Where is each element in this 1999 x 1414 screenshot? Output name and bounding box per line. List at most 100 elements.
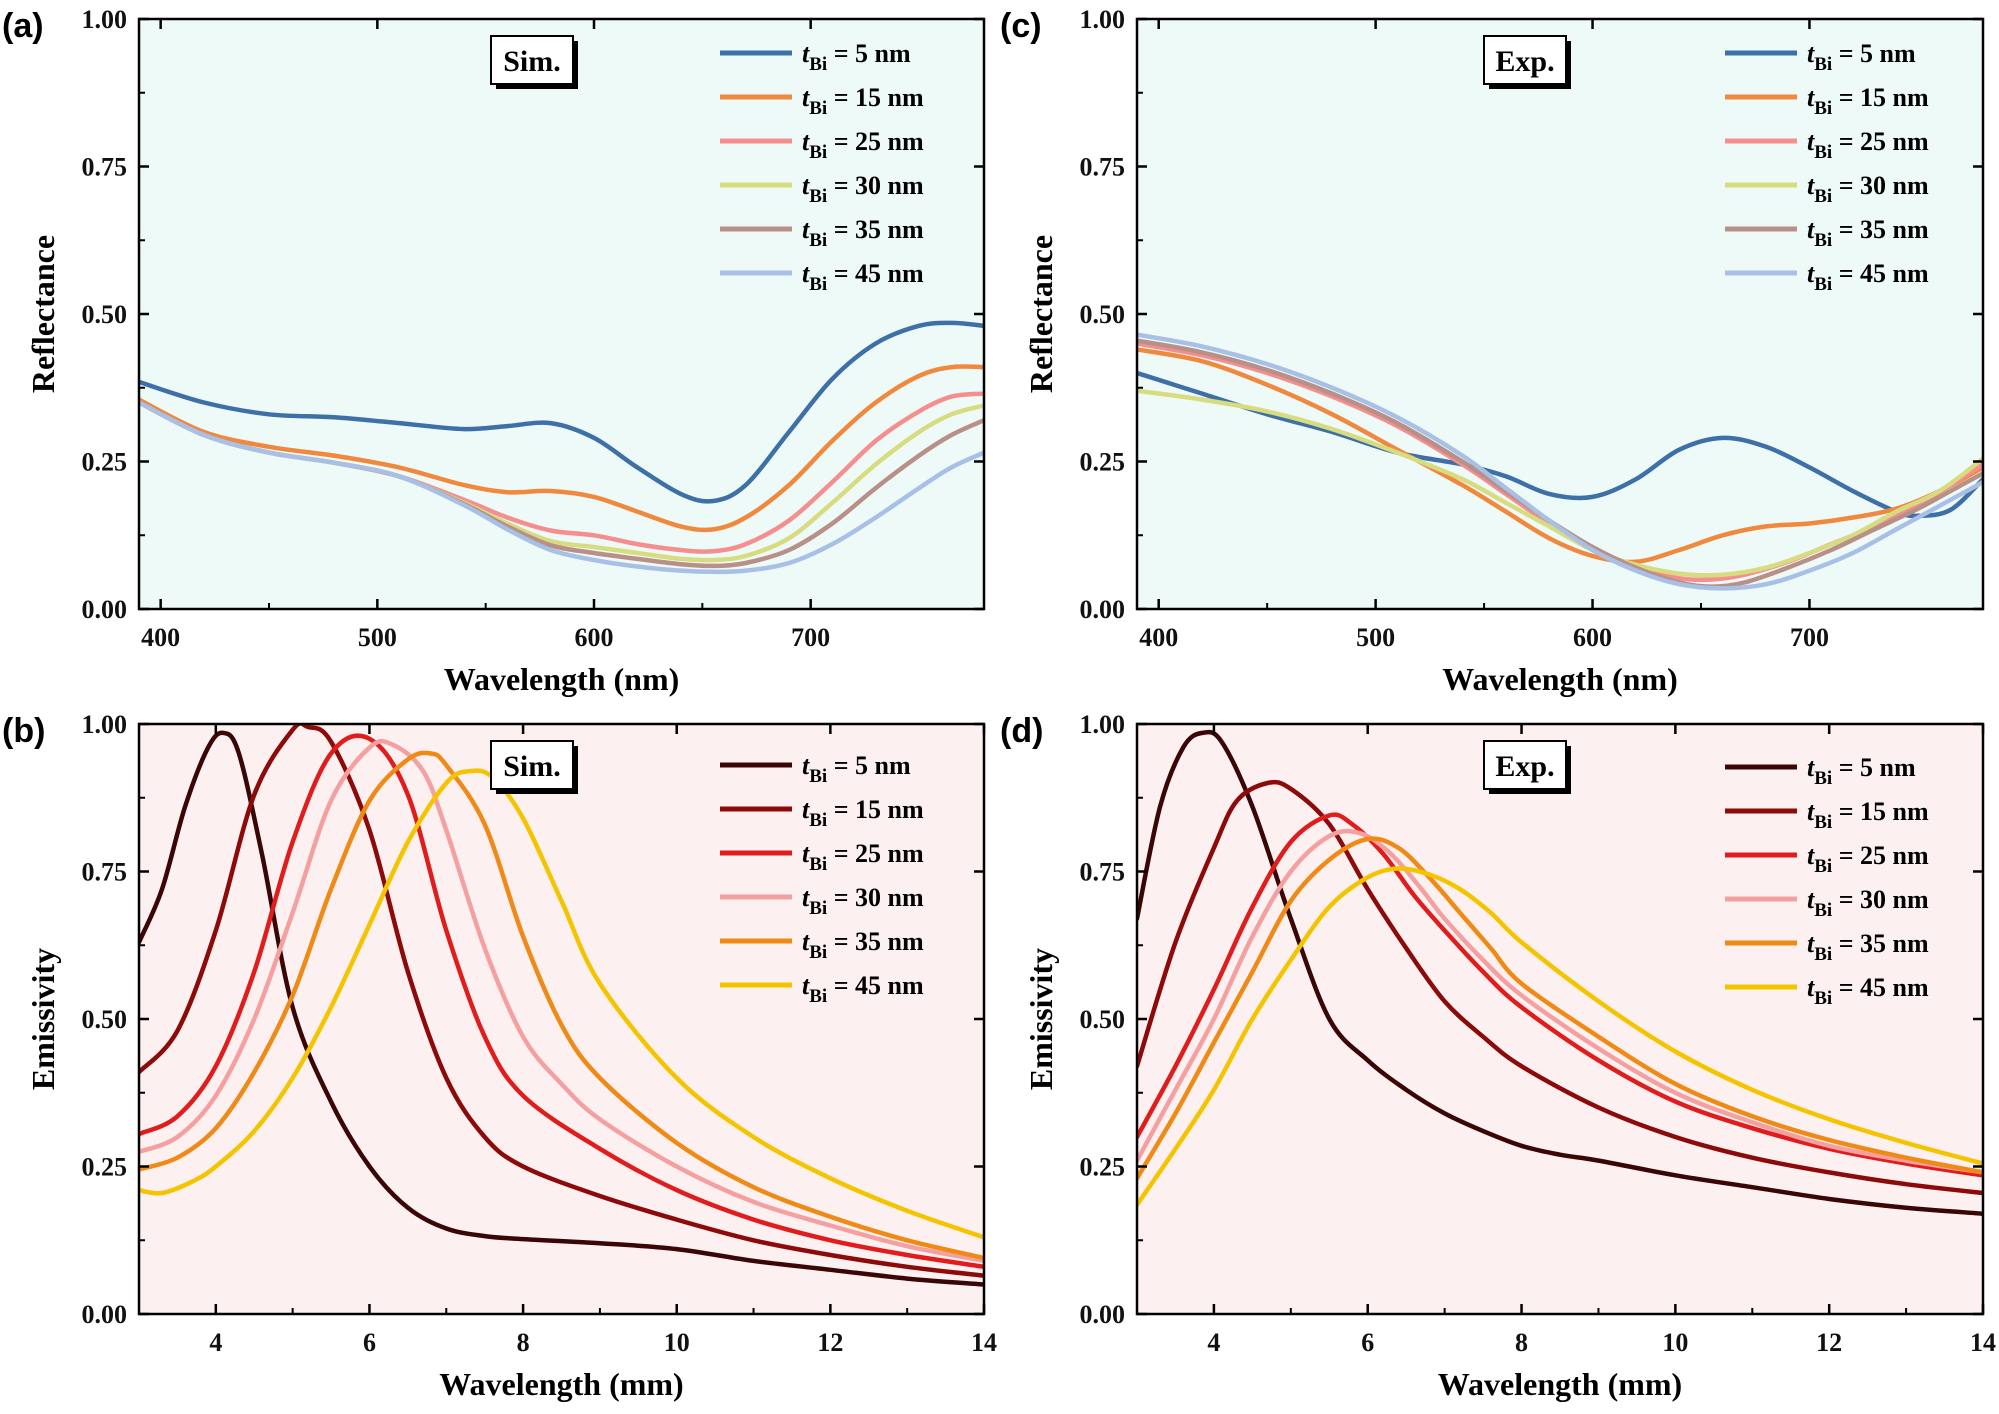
series-line-2 [1137,347,1983,565]
x-axis-label: Wavelength (nm) [444,661,680,697]
y-axis-label: Reflectance [25,235,61,393]
x-tick-label: 14 [971,1328,997,1357]
series-line-1 [1137,729,1983,1216]
y-tick-label: 0.50 [1080,1005,1126,1034]
x-tick-label: 8 [1515,1328,1528,1357]
legend-label: tBi = 30 nm [802,883,924,919]
panel-label: (c) [1000,7,1042,45]
x-tick-label: 6 [363,1328,376,1357]
x-tick-label: 8 [517,1328,530,1357]
y-tick-label: 0.75 [82,153,128,182]
panel-b: 4 6 8 10 12 14 0.00 0.25 0.50 0.75 1.00 Wavelength … [2,710,997,1402]
x-tick-label: 500 [358,623,397,652]
legend-label: tBi = 25 nm [1807,841,1929,877]
series-line-6 [1137,332,1983,591]
x-axis-label: Wavelength (mm) [439,1366,683,1402]
legend-label: tBi = 45 nm [1807,973,1929,1009]
panel-label: (a) [2,7,44,45]
series-line-6 [139,400,984,575]
legend-label: tBi = 15 nm [1807,797,1929,833]
x-tick-label: 10 [1662,1328,1688,1357]
tag-box [490,35,574,85]
x-tick-label: 500 [1356,623,1395,652]
legend-label: tBi = 25 nm [802,127,924,163]
series-line-5 [139,750,984,1261]
series-line-5 [1137,836,1983,1181]
x-axis-label: Wavelength (mm) [1438,1366,1682,1402]
y-tick-label: 1.00 [82,5,128,34]
plot-background [1137,724,1983,1314]
series-line-1 [139,730,984,1287]
x-tick-label: 14 [1970,1328,1996,1357]
x-tick-label: 4 [1207,1328,1220,1357]
legend-label: tBi = 30 nm [1807,885,1929,921]
tag-box [490,740,574,790]
panel-d: 4 6 8 10 12 14 0.00 0.25 0.50 0.75 1.00 Wavelength … [1000,710,1996,1402]
x-tick-label: 700 [1790,623,1829,652]
legend-label: tBi = 25 nm [1807,127,1929,163]
legend-label: tBi = 15 nm [802,83,924,119]
legend-label: tBi = 5 nm [1807,753,1916,789]
y-tick-label: 0.00 [1080,1300,1126,1329]
panel-a: 400 500 600 700 0.00 0.25 0.50 0.75 1.00 Waveleng… [2,5,986,697]
series-line-1 [139,320,984,504]
tag-label: Sim. [503,45,561,78]
series-line-2 [139,364,984,533]
legend-label: tBi = 45 nm [802,971,924,1007]
x-tick-label: 400 [1139,623,1178,652]
tag-label: Exp. [1495,750,1554,783]
plot-background [139,19,984,609]
x-tick-label: 10 [664,1328,690,1357]
y-tick-label: 0.00 [82,595,128,624]
legend-label: tBi = 45 nm [1807,259,1929,295]
series-line-6 [1137,866,1983,1208]
panel-c: 400 500 600 700 0.00 0.25 0.50 0.75 1.00 Waveleng… [1000,5,1985,697]
series-line-6 [139,768,984,1240]
panel-label: (b) [2,712,45,750]
x-tick-label: 700 [791,623,830,652]
legend-label: tBi = 5 nm [802,751,911,787]
y-tick-label: 1.00 [82,710,128,739]
y-tick-label: 0.25 [1080,1153,1126,1182]
tag-box [1483,740,1567,790]
y-tick-label: 0.25 [82,448,128,477]
series-line-4 [1137,828,1983,1175]
legend-label: tBi = 30 nm [802,171,924,207]
x-tick-label: 4 [209,1328,222,1357]
x-tick-label: 6 [1361,1328,1374,1357]
series-line-2 [1137,779,1983,1196]
y-tick-label: 0.00 [1080,595,1126,624]
y-tick-label: 1.00 [1080,710,1126,739]
y-tick-label: 0.75 [82,858,128,887]
y-tick-label: 0.25 [1080,448,1126,477]
panel-label: (d) [1000,712,1043,750]
legend-label: tBi = 35 nm [1807,929,1929,965]
tag-box [1483,35,1567,85]
x-tick-label: 600 [575,623,614,652]
legend-label: tBi = 35 nm [1807,215,1929,251]
x-tick-label: 400 [141,623,180,652]
y-tick-label: 0.00 [82,1300,128,1329]
tag-label: Sim. [503,750,561,783]
x-axis-label: Wavelength (nm) [1442,661,1678,697]
y-tick-label: 0.75 [1080,153,1126,182]
legend-label: tBi = 35 nm [802,215,924,251]
y-tick-label: 1.00 [1080,5,1126,34]
legend-label: tBi = 45 nm [802,259,924,295]
plot-background [1137,19,1983,609]
y-tick-label: 0.25 [82,1153,128,1182]
series-line-2 [139,724,984,1278]
legend-label: tBi = 15 nm [802,795,924,831]
series-line-3 [1137,812,1983,1178]
y-axis-label: Emissivity [25,948,61,1090]
x-tick-label: 12 [817,1328,843,1357]
legend-label: tBi = 30 nm [1807,171,1929,207]
y-tick-label: 0.75 [1080,858,1126,887]
legend-label: tBi = 15 nm [1807,83,1929,119]
legend-label: tBi = 5 nm [802,39,911,75]
x-tick-label: 12 [1816,1328,1842,1357]
y-axis-label: Reflectance [1023,235,1059,393]
y-tick-label: 0.50 [1080,300,1126,329]
y-axis-label: Emissivity [1023,948,1059,1090]
